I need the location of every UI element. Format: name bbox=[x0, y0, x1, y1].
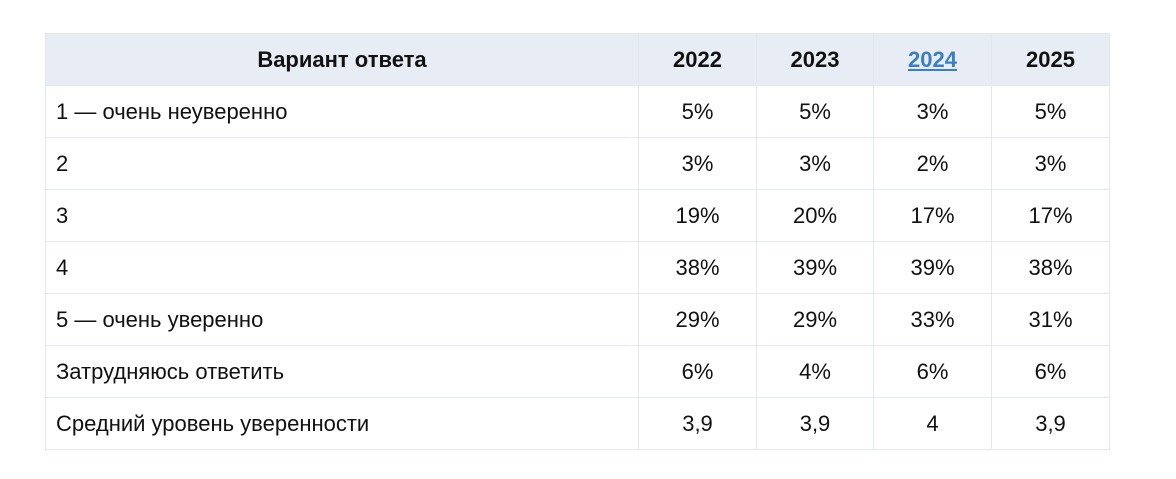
cell: 6% bbox=[638, 345, 757, 398]
cell: 3% bbox=[991, 137, 1110, 190]
cell: 29% bbox=[756, 293, 874, 346]
cell: 6% bbox=[991, 345, 1110, 398]
header-cell: 2025 bbox=[991, 33, 1110, 86]
row-label: Затрудняюсь ответить bbox=[45, 345, 639, 398]
results-table: Вариант ответа 2022 2023 2024 2025 1 — очень… bbox=[45, 33, 1110, 450]
header-cell: 2024 bbox=[873, 33, 992, 86]
table-row: 1 — очень неуверенно 5% 5% 3% 5% bbox=[45, 85, 1110, 138]
row-label: 5 — очень уверенно bbox=[45, 293, 639, 346]
cell: 17% bbox=[991, 189, 1110, 242]
row-label: Средний уровень уверенности bbox=[45, 397, 639, 450]
row-label: 4 bbox=[45, 241, 639, 294]
cell: 5% bbox=[991, 85, 1110, 138]
row-label: 1 — очень неуверенно bbox=[45, 85, 639, 138]
cell: 38% bbox=[991, 241, 1110, 294]
cell: 3,9 bbox=[756, 397, 874, 450]
header-cell: 2023 bbox=[756, 33, 874, 86]
table-row: 3 19% 20% 17% 17% bbox=[45, 189, 1110, 242]
header-link[interactable]: 2024 bbox=[908, 46, 957, 72]
cell: 3% bbox=[638, 137, 757, 190]
table-row: 4 38% 39% 39% 38% bbox=[45, 241, 1110, 294]
cell: 3,9 bbox=[638, 397, 757, 450]
cell: 20% bbox=[756, 189, 874, 242]
cell: 39% bbox=[873, 241, 992, 294]
cell: 5% bbox=[756, 85, 874, 138]
header-cell: Вариант ответа bbox=[45, 33, 639, 86]
table-row: 2 3% 3% 2% 3% bbox=[45, 137, 1110, 190]
header-cell: 2022 bbox=[638, 33, 757, 86]
cell: 19% bbox=[638, 189, 757, 242]
cell: 2% bbox=[873, 137, 992, 190]
cell: 3% bbox=[873, 85, 992, 138]
cell: 33% bbox=[873, 293, 992, 346]
table-row: Затрудняюсь ответить 6% 4% 6% 6% bbox=[45, 345, 1110, 398]
cell: 5% bbox=[638, 85, 757, 138]
cell: 4% bbox=[756, 345, 874, 398]
row-label: 3 bbox=[45, 189, 639, 242]
cell: 31% bbox=[991, 293, 1110, 346]
row-label: 2 bbox=[45, 137, 639, 190]
cell: 6% bbox=[873, 345, 992, 398]
cell: 3% bbox=[756, 137, 874, 190]
cell: 39% bbox=[756, 241, 874, 294]
cell: 38% bbox=[638, 241, 757, 294]
cell: 29% bbox=[638, 293, 757, 346]
cell: 3,9 bbox=[991, 397, 1110, 450]
header-row: Вариант ответа 2022 2023 2024 2025 bbox=[45, 33, 1110, 86]
cell: 4 bbox=[873, 397, 992, 450]
cell: 17% bbox=[873, 189, 992, 242]
table-row: 5 — очень уверенно 29% 29% 33% 31% bbox=[45, 293, 1110, 346]
table-row: Средний уровень уверенности 3,9 3,9 4 3,9 bbox=[45, 397, 1110, 450]
